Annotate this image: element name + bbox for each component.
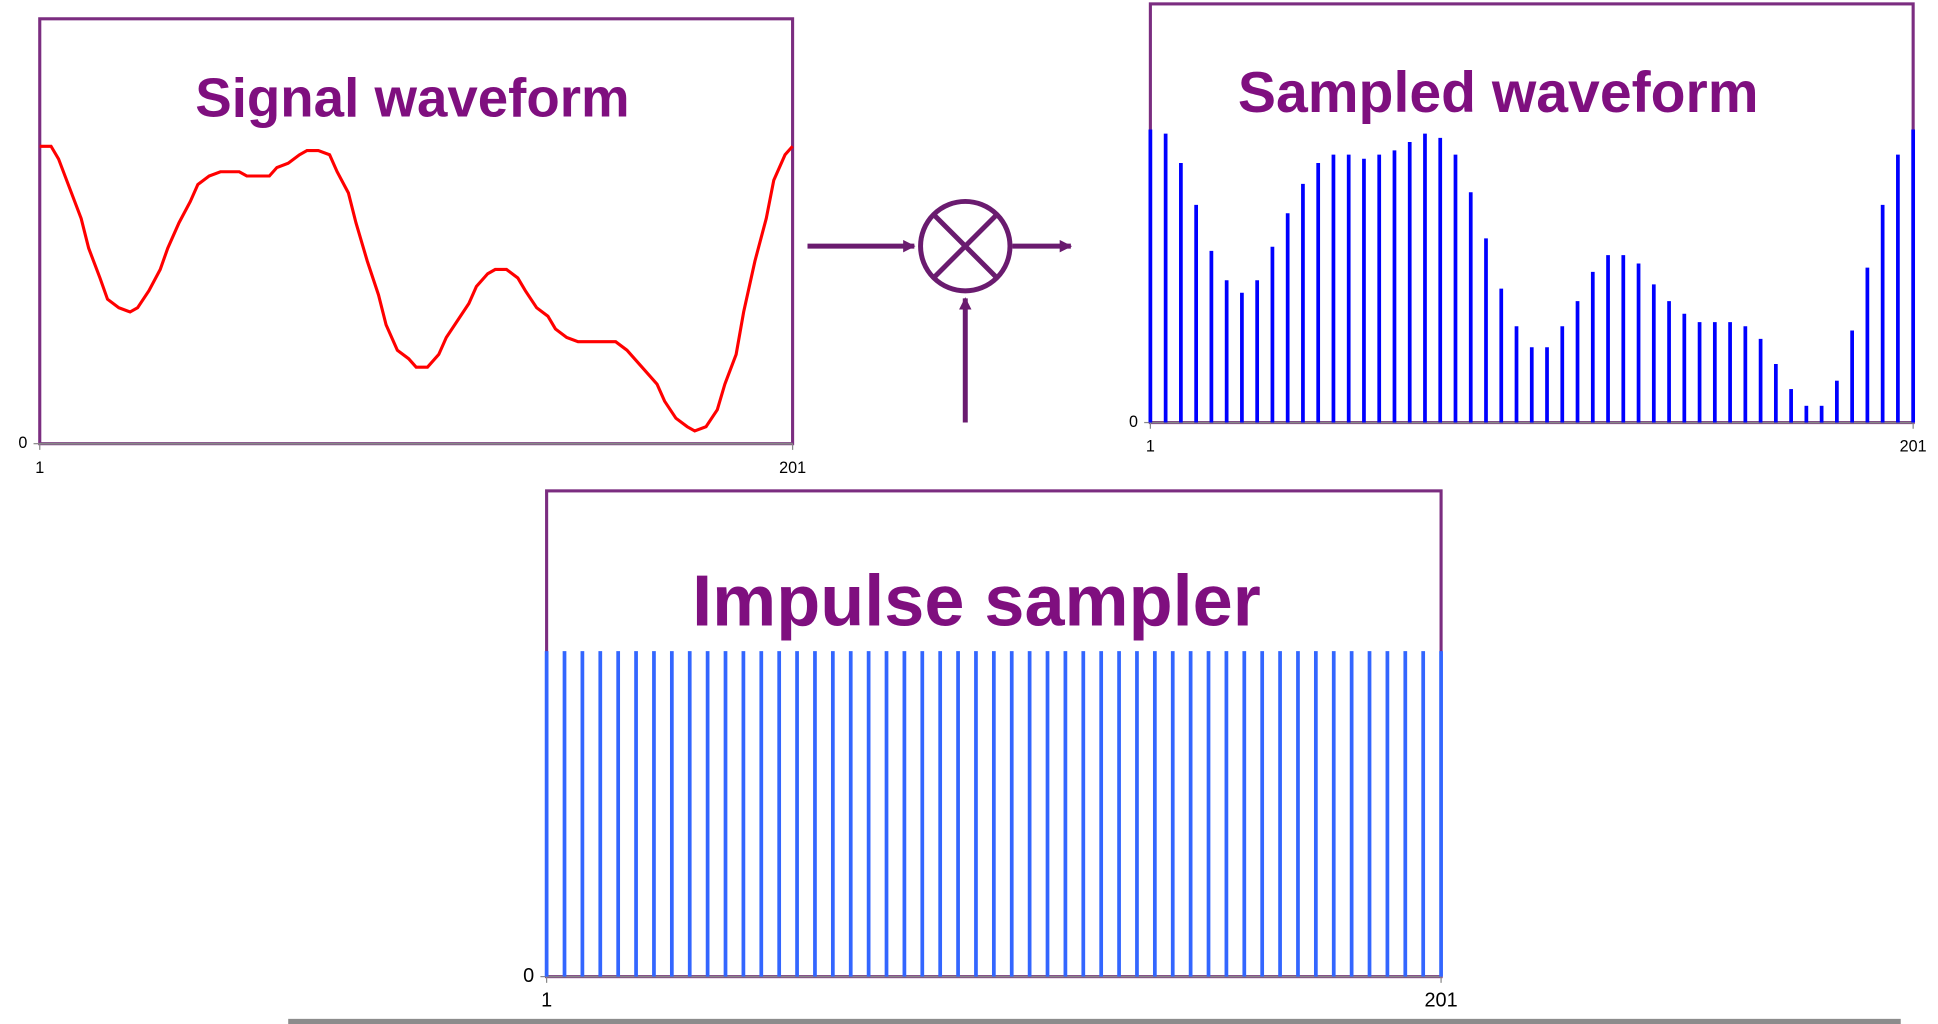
multiplier [807,198,1073,423]
bottom-bar [288,1018,1901,1024]
x-tick-label: 1 [1146,438,1155,456]
x-tick-label: 1 [35,459,44,477]
x-tick-label: 1 [541,990,552,1012]
y-tick-label: 0 [523,965,534,987]
x-tick-label: 201 [1425,990,1458,1012]
multiplier-cross [932,213,999,279]
y-tick-label: 0 [1129,413,1138,431]
multiplier-circle [918,198,1013,294]
y-tick-label: 0 [18,434,27,452]
x-tick-label: 201 [779,459,806,477]
chart-title: Impulse sampler [692,561,1261,641]
signal-line [39,144,794,433]
chart-title: Sampled waveform [1238,61,1759,125]
x-tick-label: 201 [1900,438,1927,456]
chart-title: Signal waveform [195,67,629,128]
